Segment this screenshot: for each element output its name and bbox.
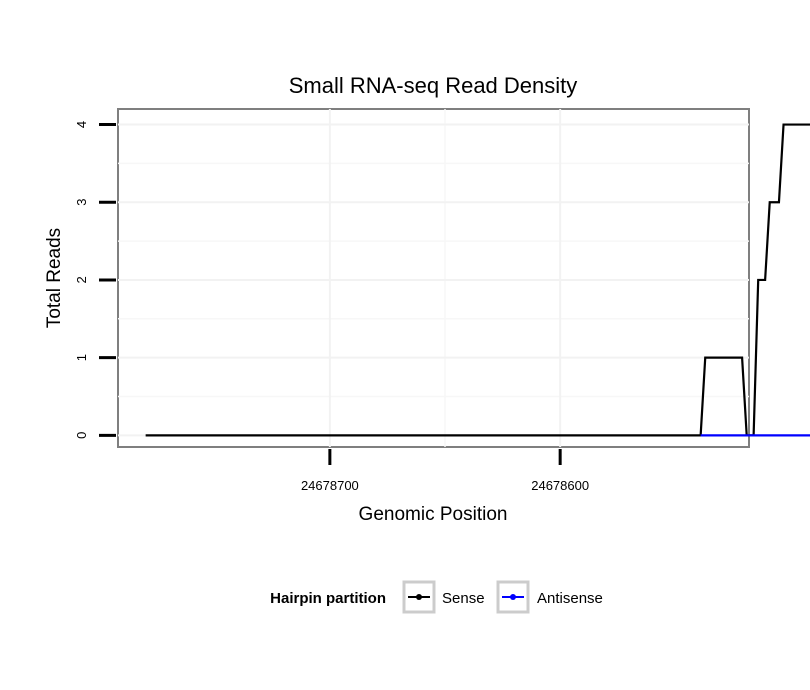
legend-label-sense: Sense xyxy=(442,590,485,607)
y-tick-label: 4 xyxy=(74,121,89,128)
y-tick-label: 0 xyxy=(74,432,89,439)
x-tick-label: 24678700 xyxy=(301,478,359,493)
x-axis-title: Genomic Position xyxy=(359,504,508,525)
legend-label-antisense: Antisense xyxy=(537,590,603,607)
plot-panel xyxy=(117,108,750,448)
legend: Hairpin partition Sense Antisense xyxy=(270,580,603,614)
minor-gridlines xyxy=(118,109,749,447)
y-axis-title: Total Reads xyxy=(44,228,65,328)
y-tick-label: 2 xyxy=(74,276,89,283)
series-layer xyxy=(145,123,810,437)
chart-title: Small RNA-seq Read Density xyxy=(289,73,578,98)
legend-point-antisense xyxy=(510,594,516,600)
legend-title: Hairpin partition xyxy=(270,590,386,607)
legend-point-sense xyxy=(416,594,422,600)
x-tick-label: 24678600 xyxy=(531,478,589,493)
y-tick-label: 1 xyxy=(74,354,89,361)
axis-tick-labels: 0 1 2 3 4 24678700 24678600 xyxy=(74,121,589,493)
series-line-sense xyxy=(145,123,810,437)
y-tick-label: 3 xyxy=(74,199,89,206)
axis-ticks xyxy=(99,123,562,465)
